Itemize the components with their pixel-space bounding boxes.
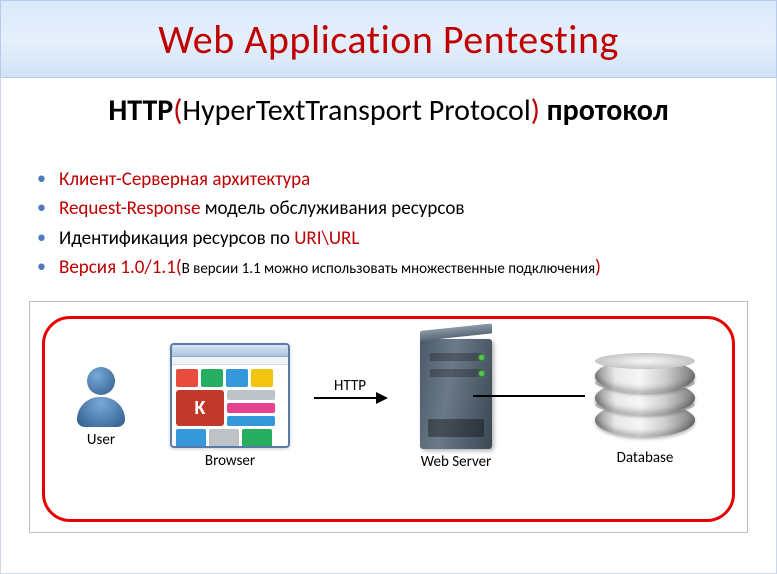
user-node: User <box>71 367 131 449</box>
diagram-border: User K <box>42 316 735 522</box>
user-icon <box>71 367 131 427</box>
bullet-item: Версия 1.0/1.1(В версии 1.1 можно исполь… <box>37 253 766 282</box>
bullet-text-red: Request-Response <box>59 197 205 220</box>
diagram-container: User K <box>29 301 748 533</box>
database-node: Database <box>585 345 705 467</box>
bullet-close-paren: ) <box>595 256 601 279</box>
slide-subtitle: HTTP(HyperTextTransport Protocol) проток… <box>11 92 766 129</box>
db-connection-line <box>473 395 585 397</box>
bullet-list: Клиент-Серверная архитектура Request-Res… <box>11 165 766 283</box>
subtitle-expansion: HyperTextTransport Protocol <box>182 92 530 129</box>
server-node: Web Server <box>401 339 511 471</box>
browser-node: K Browser <box>165 343 295 470</box>
slide-content: HTTP(HyperTextTransport Protocol) проток… <box>0 78 777 574</box>
bullet-text-red: URI\URL <box>294 227 359 250</box>
browser-icon: K <box>170 343 290 448</box>
subtitle-tail: протокол <box>540 92 669 129</box>
bullet-text-black: модель обслуживания ресурсов <box>205 197 465 220</box>
slide-title: Web Application Pentesting <box>158 15 619 64</box>
bullet-text-small: В версии 1.1 можно использовать множеств… <box>182 260 595 278</box>
bullet-text-red: Версия 1.0/1.1( <box>59 256 182 279</box>
bullet-item: Request-Response модель обслуживания рес… <box>37 194 766 223</box>
user-label: User <box>71 431 131 449</box>
database-icon <box>595 345 695 445</box>
server-label: Web Server <box>401 453 511 471</box>
server-icon <box>420 339 492 449</box>
bullet-text-black: Идентификация ресурсов по <box>59 227 294 250</box>
bullet-item: Клиент-Серверная архитектура <box>37 165 766 194</box>
arrow-icon <box>314 397 386 399</box>
bullet-text-red: Клиент-Серверная архитектура <box>59 168 310 191</box>
subtitle-http: HTTP <box>108 92 173 129</box>
bullet-item: Идентификация ресурсов по URI\URL <box>37 224 766 253</box>
browser-label: Browser <box>165 452 295 470</box>
subtitle-paren-close: ) <box>531 92 540 129</box>
slide-header: Web Application Pentesting <box>0 0 777 78</box>
http-arrow: HTTP <box>305 377 395 399</box>
database-label: Database <box>585 449 705 467</box>
